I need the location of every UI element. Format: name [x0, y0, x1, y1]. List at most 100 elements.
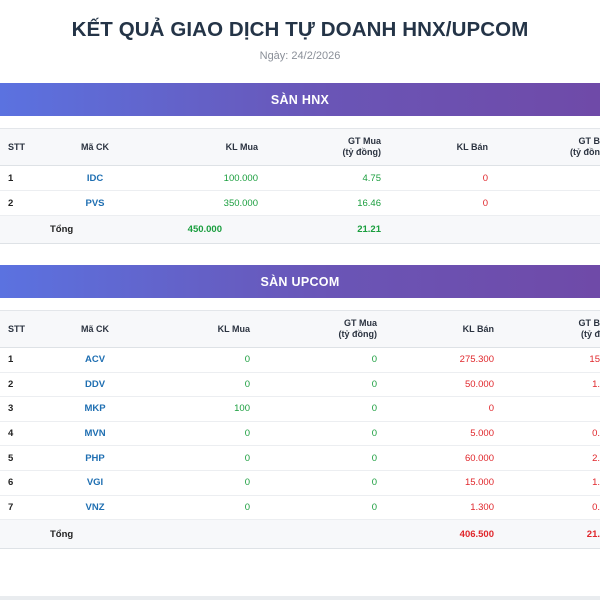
stock-symbol[interactable]: VNZ	[45, 495, 145, 521]
table-row: 6 VGI 0 0 15.000 1.	[0, 470, 600, 496]
upcom-col-ma: Mã CK	[45, 310, 145, 348]
gt-ban-value	[498, 396, 600, 422]
table-row: 2 DDV 0 0 50.000 1.	[0, 372, 600, 398]
kl-mua-value: 0	[145, 470, 254, 496]
row-stt: 2	[0, 372, 45, 398]
hnx-total-row: Tổng 450.000 21.21	[0, 215, 600, 244]
hnx-col-gt-ban-line2: (tỷ đồn	[570, 147, 600, 157]
table-row: 7 VNZ 0 0 1.300 0.	[0, 495, 600, 521]
hnx-col-gt-mua-line1: GT Mua	[348, 136, 381, 146]
table-row: 1 ACV 0 0 275.300 15	[0, 347, 600, 373]
hnx-col-kl-ban: KL Bán	[385, 128, 492, 166]
report-date: Ngày: 24/2/2026	[259, 50, 341, 62]
hnx-col-gt-ban-line1: GT B	[578, 136, 600, 146]
gt-mua-value: 0	[254, 470, 381, 496]
upcom-col-gt-ban: GT B (tỷ đ	[498, 310, 600, 348]
gt-mua-value: 0	[254, 421, 381, 447]
kl-mua-value: 0	[145, 347, 254, 373]
gt-ban-value: 0.	[498, 421, 600, 447]
table-row: 2 PVS 350.000 16.46 0	[0, 190, 600, 216]
gt-mua-value: 0	[254, 396, 381, 422]
gt-mua-value: 0	[254, 372, 381, 398]
stock-symbol[interactable]: IDC	[45, 165, 145, 191]
gt-ban-value: 15	[498, 347, 600, 373]
upcom-col-kl-ban: KL Bán	[381, 310, 498, 348]
row-stt: 5	[0, 445, 45, 471]
total-kl-mua	[145, 519, 254, 550]
total-label: Tổng	[0, 215, 145, 244]
gt-mua-value: 0	[254, 445, 381, 471]
stock-symbol[interactable]: DDV	[45, 372, 145, 398]
hnx-col-kl-mua: KL Mua	[145, 128, 262, 166]
upcom-col-gt-mua-line1: GT Mua	[344, 318, 377, 328]
kl-ban-value: 15.000	[381, 470, 498, 496]
upcom-header-row: STT Mã CK KL Mua GT Mua (tỷ đồng) KL Bán …	[0, 310, 600, 348]
total-kl-ban: 406.500	[381, 519, 498, 550]
table-row: 1 IDC 100.000 4.75 0	[0, 165, 600, 191]
table-row: 4 MVN 0 0 5.000 0.	[0, 421, 600, 447]
stock-symbol[interactable]: PHP	[45, 445, 145, 471]
kl-ban-value: 5.000	[381, 421, 498, 447]
gt-mua-value: 16.46	[262, 190, 385, 216]
stock-symbol[interactable]: VGI	[45, 470, 145, 496]
kl-ban-value: 1.300	[381, 495, 498, 521]
hnx-section-banner: SÀN HNX	[0, 83, 600, 116]
upcom-total-row: Tổng 406.500 21.	[0, 519, 600, 550]
table-row: 5 PHP 0 0 60.000 2.	[0, 445, 600, 471]
upcom-col-gt-ban-line2: (tỷ đ	[581, 329, 600, 339]
kl-mua-value: 0	[145, 421, 254, 447]
row-stt: 1	[0, 165, 45, 191]
upcom-col-kl-mua: KL Mua	[145, 310, 254, 348]
hnx-col-stt: STT	[0, 128, 45, 166]
page-title: KẾT QUẢ GIAO DỊCH TỰ DOANH HNX/UPCOM	[71, 18, 529, 41]
table-row: 3 MKP 100 0 0	[0, 396, 600, 422]
kl-ban-value: 0	[385, 190, 492, 216]
kl-ban-value: 275.300	[381, 347, 498, 373]
kl-mua-value: 350.000	[145, 190, 262, 216]
total-gt-ban: 21.	[498, 519, 600, 550]
gt-mua-value: 0	[254, 495, 381, 521]
row-stt: 4	[0, 421, 45, 447]
row-stt: 3	[0, 396, 45, 422]
stock-symbol[interactable]: ACV	[45, 347, 145, 373]
gt-ban-value: 1.	[498, 470, 600, 496]
upcom-section-banner: SÀN UPCOM	[0, 265, 600, 298]
kl-ban-value: 0	[385, 165, 492, 191]
upcom-col-stt: STT	[0, 310, 45, 348]
hnx-header-row: STT Mã CK KL Mua GT Mua (tỷ đồng) KL Bán …	[0, 128, 600, 166]
gt-ban-value: 0.	[498, 495, 600, 521]
gt-ban-value	[492, 165, 600, 191]
hnx-col-gt-mua: GT Mua (tỷ đồng)	[262, 128, 385, 166]
total-label: Tổng	[0, 519, 145, 550]
total-gt-mua	[254, 519, 381, 550]
upcom-table: STT Mã CK KL Mua GT Mua (tỷ đồng) KL Bán …	[0, 310, 600, 550]
total-gt-ban	[492, 215, 600, 244]
kl-ban-value: 50.000	[381, 372, 498, 398]
row-stt: 7	[0, 495, 45, 521]
kl-ban-value: 60.000	[381, 445, 498, 471]
kl-ban-value: 0	[381, 396, 498, 422]
total-kl-mua: 450.000	[145, 215, 262, 244]
kl-mua-value: 100	[145, 396, 254, 422]
kl-mua-value: 0	[145, 495, 254, 521]
row-stt: 1	[0, 347, 45, 373]
stock-symbol[interactable]: MVN	[45, 421, 145, 447]
total-kl-ban	[385, 215, 492, 244]
kl-mua-value: 0	[145, 445, 254, 471]
kl-mua-value: 100.000	[145, 165, 262, 191]
upcom-col-gt-ban-line1: GT B	[578, 318, 600, 328]
gt-mua-value: 0	[254, 347, 381, 373]
stock-symbol[interactable]: MKP	[45, 396, 145, 422]
upcom-col-gt-mua-line2: (tỷ đồng)	[338, 329, 378, 339]
upcom-col-gt-mua: GT Mua (tỷ đồng)	[254, 310, 381, 348]
row-stt: 6	[0, 470, 45, 496]
hnx-table: STT Mã CK KL Mua GT Mua (tỷ đồng) KL Bán …	[0, 128, 600, 244]
gt-ban-value	[492, 190, 600, 216]
total-gt-mua: 21.21	[262, 215, 385, 244]
row-stt: 2	[0, 190, 45, 216]
hnx-col-gt-mua-line2: (tỷ đồng)	[342, 147, 382, 157]
stock-symbol[interactable]: PVS	[45, 190, 145, 216]
gt-mua-value: 4.75	[262, 165, 385, 191]
hnx-col-ma: Mã CK	[45, 128, 145, 166]
